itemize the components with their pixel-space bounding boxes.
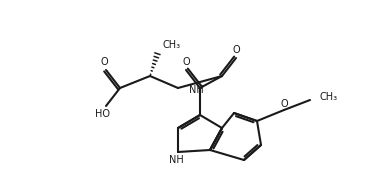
Text: O: O xyxy=(280,99,288,109)
Text: NH: NH xyxy=(169,155,183,165)
Text: O: O xyxy=(182,57,190,67)
Text: CH₃: CH₃ xyxy=(320,92,338,102)
Text: NH: NH xyxy=(189,85,203,95)
Text: O: O xyxy=(232,45,240,55)
Text: HO: HO xyxy=(94,109,109,119)
Text: CH₃: CH₃ xyxy=(162,40,180,50)
Text: O: O xyxy=(100,57,108,67)
